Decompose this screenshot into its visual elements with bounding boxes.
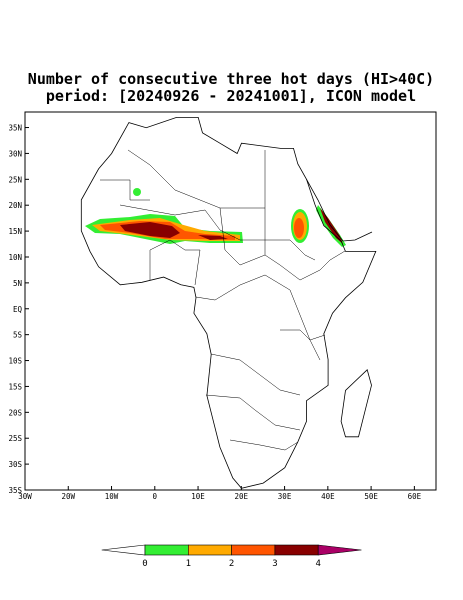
title-line: Number of consecutive three hot days (HI… <box>28 70 434 88</box>
title-line: period: [20240926 - 20241001], ICON mode… <box>46 87 416 105</box>
colorbar-label: 3 <box>272 559 277 569</box>
lat-tick-label: 30N <box>8 149 22 158</box>
colorbar-label: 2 <box>229 559 234 569</box>
africa-coast <box>80 117 377 489</box>
lat-tick-label: EQ <box>13 305 23 314</box>
lat-tick-label: 15N <box>8 227 22 236</box>
lat-tick-label: 25S <box>8 434 22 443</box>
borders <box>100 149 346 451</box>
colorbar-box <box>231 544 276 556</box>
colorbar-box <box>144 544 189 556</box>
hot-day-areas <box>85 188 346 247</box>
colorbar-label: 0 <box>142 559 147 569</box>
lon-tick-label: 60E <box>408 492 422 501</box>
lon-tick-label: 20E <box>235 492 249 501</box>
lat-tick-label: 20N <box>8 201 22 210</box>
colorbar-label: 4 <box>315 559 320 569</box>
lon-tick-label: 30W <box>18 492 32 501</box>
lat-tick-label: 10S <box>8 357 22 366</box>
lon-tick-label: 10W <box>105 492 119 501</box>
lon-tick-label: 40E <box>321 492 335 501</box>
lon-tick-label: 10E <box>191 492 205 501</box>
map-frame <box>24 111 437 491</box>
lat-tick-label: 30S <box>8 460 22 469</box>
lat-tick-label: 25N <box>8 175 22 184</box>
arabia-coast <box>306 179 373 242</box>
madagascar <box>340 369 372 438</box>
colorbar-box <box>274 544 319 556</box>
lat-tick-label: 35S <box>8 486 22 495</box>
lon-tick-label: 0 <box>153 492 158 501</box>
lat-tick-label: 5S <box>13 331 23 340</box>
colorbar-label: 1 <box>186 559 191 569</box>
lon-tick-label: 30E <box>278 492 292 501</box>
colorbar-end <box>317 544 362 556</box>
lon-tick-label: 50E <box>364 492 378 501</box>
map: 30W 20W 10W 0 10E 20E 30E 40E 50E 60E 35N 30N 25N 20N… <box>8 111 437 501</box>
lat-tick-label: 5N <box>13 279 22 288</box>
lat-tick-label: 20S <box>8 408 22 417</box>
lat-tick-label: 10N <box>8 253 22 262</box>
lat-tick-label: 15S <box>8 382 22 391</box>
lat-tick-label: 35N <box>8 124 22 133</box>
lon-tick-label: 20W <box>61 492 75 501</box>
colorbar-end <box>101 544 146 556</box>
colorbar-box <box>188 544 232 556</box>
colorbar: 0 1 2 3 4 <box>101 544 362 569</box>
